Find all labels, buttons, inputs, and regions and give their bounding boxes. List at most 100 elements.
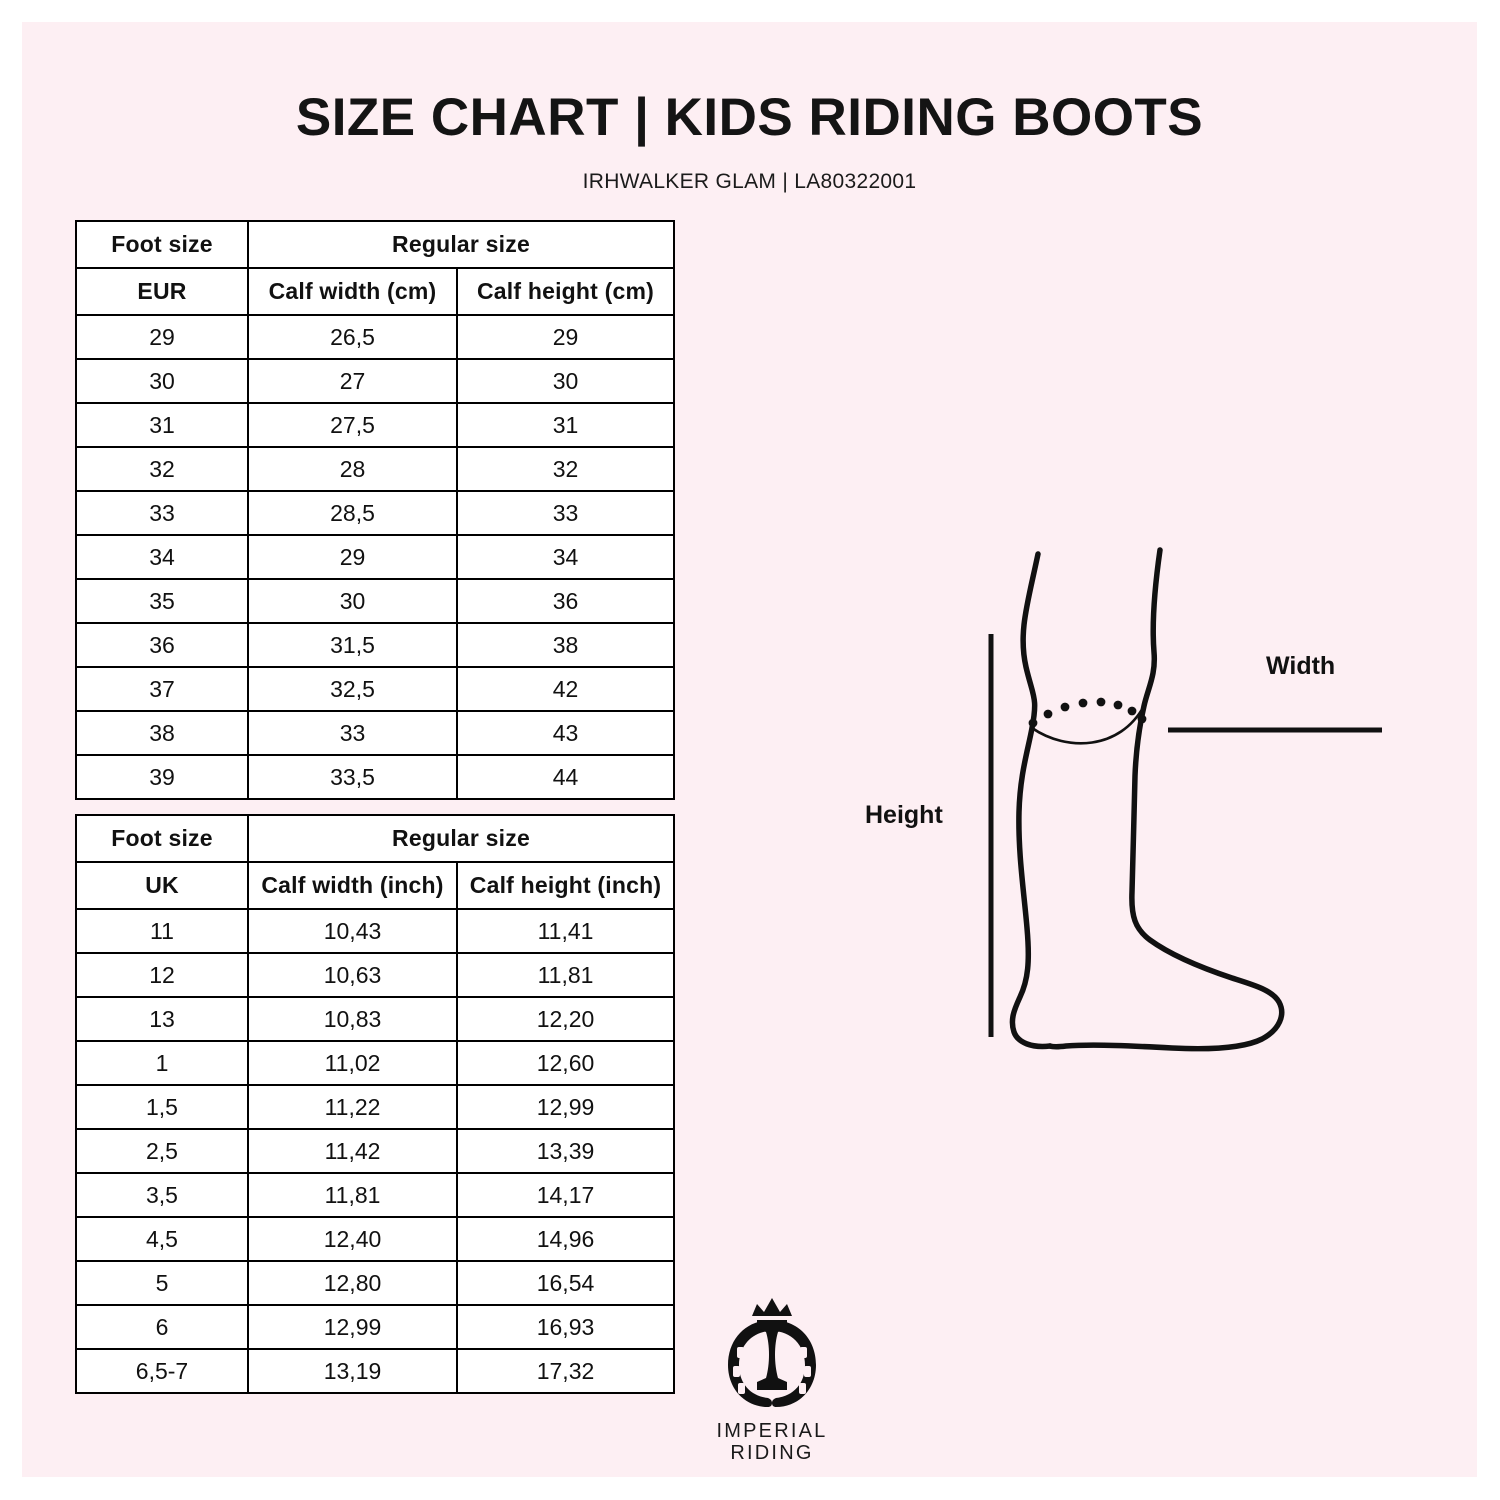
horseshoe-crown-logo-icon xyxy=(728,1298,816,1407)
column-header-calf-width-inch: Calf width (inch) xyxy=(247,861,458,910)
table-group-header-row: Foot size Regular size xyxy=(75,814,675,863)
table-row: 4,5 12,40 14,96 xyxy=(75,1216,675,1262)
table-row: 1 11,02 12,60 xyxy=(75,1040,675,1086)
size-chart-canvas: SIZE CHART | KIDS RIDING BOOTS IRHWALKER… xyxy=(22,22,1477,1477)
cell-size: 32 xyxy=(75,446,249,492)
table-row: 34 29 34 xyxy=(75,534,675,580)
cell-calf-height: 43 xyxy=(456,710,675,756)
page-subtitle: IRHWALKER GLAM | LA80322001 xyxy=(582,170,917,193)
cell-calf-width: 11,42 xyxy=(247,1128,458,1174)
table-row: 12 10,63 11,81 xyxy=(75,952,675,998)
table-row: 32 28 32 xyxy=(75,446,675,492)
cell-calf-width: 10,63 xyxy=(247,952,458,998)
cell-size: 6,5-7 xyxy=(75,1348,249,1394)
table-row: 38 33 43 xyxy=(75,710,675,756)
brand-logo: IMPERIAL RIDING xyxy=(682,1290,862,1475)
cell-calf-height: 16,93 xyxy=(456,1304,675,1350)
cell-calf-width: 13,19 xyxy=(247,1348,458,1394)
table-row: 39 33,5 44 xyxy=(75,754,675,800)
table-group-header-row: Foot size Regular size xyxy=(75,220,675,269)
cell-calf-width: 29 xyxy=(247,534,458,580)
table-row: 2,5 11,42 13,39 xyxy=(75,1128,675,1174)
cell-size: 12 xyxy=(75,952,249,998)
brand-name: IMPERIAL RIDING xyxy=(716,1420,828,1465)
cell-calf-width: 27 xyxy=(247,358,458,404)
table-row: 37 32,5 42 xyxy=(75,666,675,712)
cell-calf-height: 44 xyxy=(456,754,675,800)
cell-calf-width: 10,43 xyxy=(247,908,458,954)
cell-size: 3,5 xyxy=(75,1172,249,1218)
cell-calf-width: 32,5 xyxy=(247,666,458,712)
cell-size: 4,5 xyxy=(75,1216,249,1262)
cell-calf-height: 12,60 xyxy=(456,1040,675,1086)
group-header-foot-size: Foot size xyxy=(75,220,249,269)
group-header-regular-size: Regular size xyxy=(247,220,675,269)
cell-calf-width: 11,81 xyxy=(247,1172,458,1218)
cell-calf-width: 28,5 xyxy=(247,490,458,536)
table-row: 1,5 11,22 12,99 xyxy=(75,1084,675,1130)
cell-size: 1 xyxy=(75,1040,249,1086)
table-row: 35 30 36 xyxy=(75,578,675,624)
table-row: 31 27,5 31 xyxy=(75,402,675,448)
cell-calf-width: 31,5 xyxy=(247,622,458,668)
table-row: 13 10,83 12,20 xyxy=(75,996,675,1042)
table-row: 29 26,5 29 xyxy=(75,314,675,360)
cell-calf-height: 31 xyxy=(456,402,675,448)
cell-size: 5 xyxy=(75,1260,249,1306)
cell-size: 2,5 xyxy=(75,1128,249,1174)
cell-calf-height: 34 xyxy=(456,534,675,580)
cell-calf-width: 12,99 xyxy=(247,1304,458,1350)
cell-calf-width: 11,22 xyxy=(247,1084,458,1130)
cell-size: 11 xyxy=(75,908,249,954)
size-table-eur: Foot size Regular size EUR Calf width (c… xyxy=(75,220,675,800)
table-row: 33 28,5 33 xyxy=(75,490,675,536)
table-column-header-row: UK Calf width (inch) Calf height (inch) xyxy=(75,861,675,910)
cell-calf-height: 12,20 xyxy=(456,996,675,1042)
cell-calf-height: 12,99 xyxy=(456,1084,675,1130)
table-row: 30 27 30 xyxy=(75,358,675,404)
boot-leg-outline-icon xyxy=(988,547,1382,1052)
cell-calf-width: 12,40 xyxy=(247,1216,458,1262)
cell-calf-height: 33 xyxy=(456,490,675,536)
cell-calf-height: 13,39 xyxy=(456,1128,675,1174)
column-header-calf-width-cm: Calf width (cm) xyxy=(247,267,458,316)
cell-size: 39 xyxy=(75,754,249,800)
table-row: 11 10,43 11,41 xyxy=(75,908,675,954)
column-header-uk: UK xyxy=(75,861,249,910)
cell-calf-width: 10,83 xyxy=(247,996,458,1042)
cell-calf-width: 26,5 xyxy=(247,314,458,360)
cell-calf-width: 28 xyxy=(247,446,458,492)
cell-size: 35 xyxy=(75,578,249,624)
group-header-foot-size: Foot size xyxy=(75,814,249,863)
width-label: Width xyxy=(1266,652,1336,680)
size-table-uk: Foot size Regular size UK Calf width (in… xyxy=(75,814,675,1394)
group-header-regular-size: Regular size xyxy=(247,814,675,863)
cell-size: 31 xyxy=(75,402,249,448)
cell-size: 6 xyxy=(75,1304,249,1350)
cell-size: 29 xyxy=(75,314,249,360)
table-row: 36 31,5 38 xyxy=(75,622,675,668)
column-header-calf-height-inch: Calf height (inch) xyxy=(456,861,675,910)
cell-calf-height: 11,81 xyxy=(456,952,675,998)
cell-calf-height: 14,17 xyxy=(456,1172,675,1218)
column-header-calf-height-cm: Calf height (cm) xyxy=(456,267,675,316)
cell-size: 38 xyxy=(75,710,249,756)
table-row: 3,5 11,81 14,17 xyxy=(75,1172,675,1218)
cell-calf-width: 27,5 xyxy=(247,402,458,448)
page-title: SIZE CHART | KIDS RIDING BOOTS xyxy=(295,88,1204,147)
cell-size: 34 xyxy=(75,534,249,580)
cell-calf-width: 11,02 xyxy=(247,1040,458,1086)
cell-size: 36 xyxy=(75,622,249,668)
cell-size: 13 xyxy=(75,996,249,1042)
cell-calf-height: 36 xyxy=(456,578,675,624)
cell-calf-width: 12,80 xyxy=(247,1260,458,1306)
cell-size: 1,5 xyxy=(75,1084,249,1130)
cell-calf-width: 30 xyxy=(247,578,458,624)
cell-calf-height: 32 xyxy=(456,446,675,492)
cell-calf-height: 17,32 xyxy=(456,1348,675,1394)
table-row: 6,5-7 13,19 17,32 xyxy=(75,1348,675,1394)
table-row: 6 12,99 16,93 xyxy=(75,1304,675,1350)
column-header-eur: EUR xyxy=(75,267,249,316)
cell-calf-height: 16,54 xyxy=(456,1260,675,1306)
cell-size: 37 xyxy=(75,666,249,712)
